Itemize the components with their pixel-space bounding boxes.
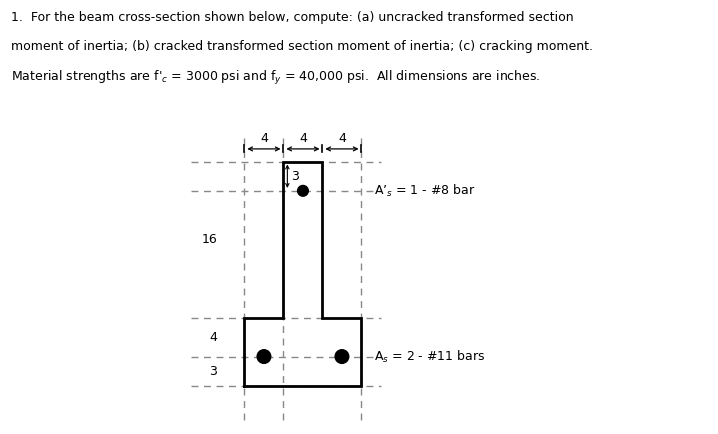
Text: 3: 3 — [209, 365, 217, 378]
Text: moment of inertia; (b) cracked transformed section moment of inertia; (c) cracki: moment of inertia; (b) cracked transform… — [11, 40, 593, 53]
Text: 4: 4 — [209, 331, 217, 344]
Text: A$_s$ = 2 - #11 bars: A$_s$ = 2 - #11 bars — [374, 349, 485, 365]
Text: 16: 16 — [202, 233, 217, 246]
Text: 4: 4 — [338, 132, 346, 145]
Text: Material strengths are f$'_c$ = 3000 psi and f$_y$ = 40,000 psi.  All dimensions: Material strengths are f$'_c$ = 3000 psi… — [11, 69, 541, 87]
Text: 3: 3 — [291, 170, 299, 183]
Circle shape — [297, 185, 308, 196]
Text: 1.  For the beam cross-section shown below, compute: (a) uncracked transformed s: 1. For the beam cross-section shown belo… — [11, 11, 574, 24]
Text: 4: 4 — [299, 132, 307, 145]
Circle shape — [257, 350, 271, 363]
Circle shape — [335, 350, 349, 363]
Text: A’$_s$ = 1 - #8 bar: A’$_s$ = 1 - #8 bar — [374, 183, 476, 199]
Text: 4: 4 — [260, 132, 268, 145]
